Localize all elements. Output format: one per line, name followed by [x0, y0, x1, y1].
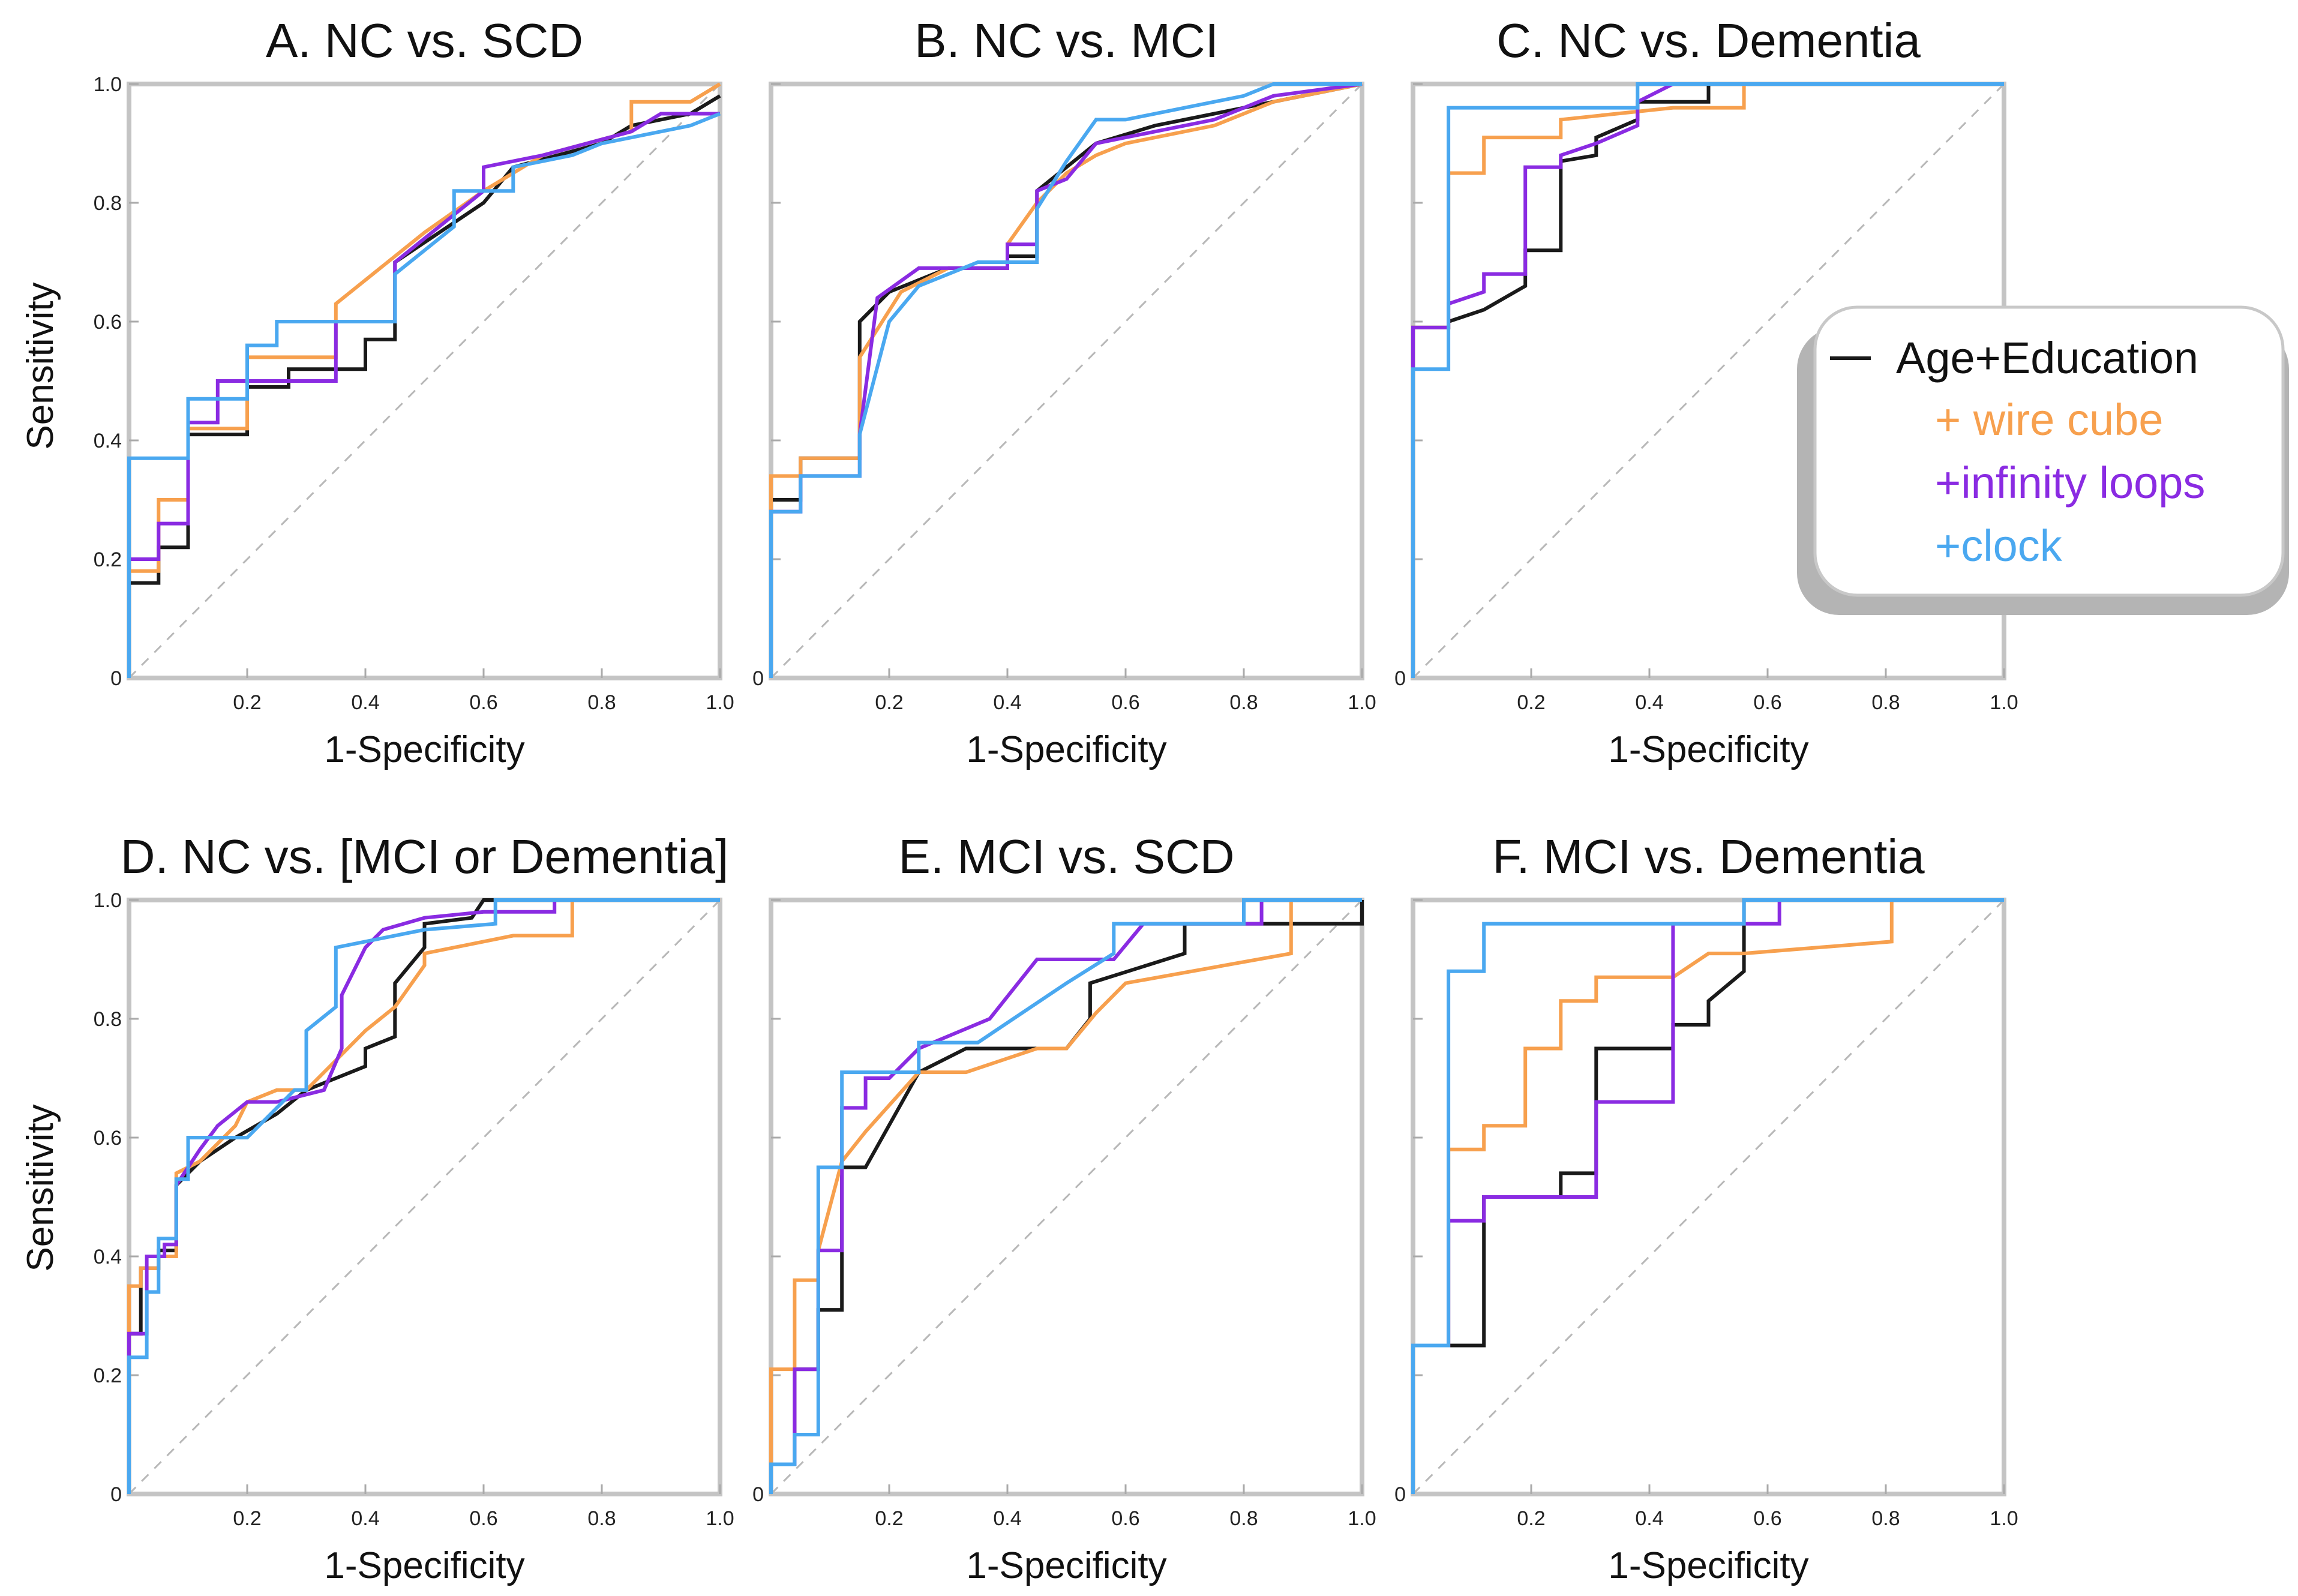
panel-c-x-tick-label: 0.2	[1517, 691, 1545, 714]
panel-b-title: B. NC vs. MCI	[914, 14, 1219, 67]
panel-b-x-tick-label: 0.6	[1111, 691, 1139, 714]
panel-d-x-axis-label: 1-Specificity	[324, 1545, 524, 1586]
panel-f-x-tick-label: 0.2	[1517, 1507, 1545, 1530]
roc-panels: A. NC vs. SCD 0.2 0.2 0.4 0.4 0.6 0.6 0.8 0.8 1.0…	[94, 14, 2018, 1586]
panel-c-roc-line-clock	[1411, 82, 2004, 678]
panel-b-reference-diagonal	[770, 83, 1363, 679]
panel-b-frame	[769, 82, 1364, 680]
legend-label-age-education: Age+Education	[1896, 333, 2198, 383]
legend-label-wire-cube: + wire cube	[1935, 395, 2163, 445]
panel-a-reference-diagonal	[128, 83, 721, 679]
panel-d-roc-line-clock	[127, 898, 720, 1494]
panel-d-x-tick-label: 0.6	[469, 1507, 497, 1530]
panel-a-x-tick-label: 0.8	[587, 691, 616, 714]
panel-f-x-tick-label: 0.8	[1871, 1507, 1900, 1530]
panel-f-roc-line-clock	[1411, 898, 2004, 1494]
panel-a-y-tick-label: 0.2	[94, 548, 122, 571]
legend: Age+Education + wire cube +infinity loop…	[1797, 305, 2289, 615]
panel-d-x-tick-label: 1.0	[706, 1507, 734, 1530]
panel-b-x-tick-label: 1.0	[1348, 691, 1376, 714]
panel-e: E. MCI vs. SCD 0.2 0.4 0.6 0.8 1.0 0 1-Specific…	[752, 830, 1376, 1586]
panel-f-reference-diagonal	[1412, 899, 2005, 1495]
panel-e-x-tick-label: 0.2	[875, 1507, 903, 1530]
panel-a-y-tick-label: 0.6	[94, 311, 122, 334]
y-axis-label-top: Sensitivity	[20, 282, 61, 449]
panel-f: F. MCI vs. Dementia 0.2 0.4 0.6 0.8 1.0 0 1-Spe…	[1394, 830, 2018, 1586]
panel-a-x-tick-label: 0.2	[233, 691, 261, 714]
panel-e-origin-label: 0	[752, 1483, 764, 1506]
panel-d-reference-diagonal	[128, 899, 721, 1495]
panel-e-reference-diagonal	[770, 899, 1363, 1495]
panel-f-title: F. MCI vs. Dementia	[1492, 830, 1925, 883]
panel-d-y-tick-label: 1.0	[94, 889, 122, 912]
panel-a-roc-line-clock	[127, 112, 721, 678]
panel-a-y-tick-label: 0.4	[94, 430, 122, 452]
panel-b-x-tick-label: 0.4	[993, 691, 1021, 714]
legend-box	[1813, 305, 2285, 597]
panel-d-roc-line-infinity-loops	[127, 898, 720, 1494]
panel-c-reference-diagonal	[1412, 83, 2005, 679]
panel-b-x-tick-label: 0.8	[1229, 691, 1258, 714]
panel-d-y-tick-label: 0.8	[94, 1008, 122, 1031]
panel-c-x-tick-label: 0.4	[1635, 691, 1663, 714]
panel-f-x-tick-label: 0.4	[1635, 1507, 1663, 1530]
panel-c: C. NC vs. Dementia 0.2 0.4 0.6 0.8 1.0 0 1-Spec…	[1394, 14, 2018, 770]
panel-f-x-tick-label: 1.0	[1990, 1507, 2018, 1530]
panel-d-x-tick-label: 0.8	[587, 1507, 616, 1530]
panel-d-x-tick-label: 0.2	[233, 1507, 261, 1530]
panel-f-x-axis-label: 1-Specificity	[1608, 1545, 1808, 1586]
panel-e-title: E. MCI vs. SCD	[898, 830, 1234, 883]
panel-b: B. NC vs. MCI 0.2 0.4 0.6 0.8 1.0 0 1-Specifici…	[752, 14, 1376, 770]
panel-e-x-tick-label: 1.0	[1348, 1507, 1376, 1530]
panel-e-x-tick-label: 0.4	[993, 1507, 1021, 1530]
panel-e-frame	[769, 898, 1364, 1496]
panel-a-x-axis-label: 1-Specificity	[324, 729, 524, 770]
panel-c-x-tick-label: 1.0	[1990, 691, 2018, 714]
panel-d-frame	[127, 898, 722, 1496]
panel-d: D. NC vs. [MCI or Dementia] 0.2 0.2 0.4 0.4 0…	[94, 830, 734, 1586]
panel-f-x-tick-label: 0.6	[1753, 1507, 1781, 1530]
panel-a-roc-line-age-education	[127, 94, 721, 678]
panel-e-x-tick-label: 0.8	[1229, 1507, 1258, 1530]
panel-e-roc-line-clock	[769, 898, 1362, 1494]
panel-c-x-tick-label: 0.6	[1753, 691, 1781, 714]
panel-c-title: C. NC vs. Dementia	[1496, 14, 1921, 67]
panel-c-x-axis-label: 1-Specificity	[1608, 729, 1808, 770]
panel-c-x-tick-label: 0.8	[1871, 691, 1900, 714]
panel-d-title: D. NC vs. [MCI or Dementia]	[121, 830, 729, 883]
y-axis-label-bottom: Sensitivity	[20, 1104, 61, 1271]
panel-a-y-tick-label: 1.0	[94, 73, 122, 96]
panel-a-origin-label: 0	[110, 667, 122, 690]
panel-d-x-tick-label: 0.4	[351, 1507, 379, 1530]
panel-a-frame	[127, 82, 722, 680]
panel-b-x-tick-label: 0.2	[875, 691, 903, 714]
panel-d-y-tick-label: 0.6	[94, 1127, 122, 1150]
panel-b-roc-line-clock	[769, 82, 1362, 678]
legend-label-infinity-loops: +infinity loops	[1935, 458, 2205, 508]
panel-d-y-tick-label: 0.2	[94, 1364, 122, 1387]
panel-d-origin-label: 0	[110, 1483, 122, 1506]
panel-a-title: A. NC vs. SCD	[266, 14, 583, 67]
panel-a: A. NC vs. SCD 0.2 0.2 0.4 0.4 0.6 0.6 0.8 0.8 1.0…	[94, 14, 734, 770]
panel-f-frame	[1411, 898, 2006, 1496]
panel-a-x-tick-label: 1.0	[706, 691, 734, 714]
panel-e-x-tick-label: 0.6	[1111, 1507, 1139, 1530]
panel-a-y-tick-label: 0.8	[94, 192, 122, 215]
legend-label-clock: +clock	[1935, 521, 2063, 571]
panel-e-x-axis-label: 1-Specificity	[966, 1545, 1166, 1586]
panel-a-x-tick-label: 0.4	[351, 691, 379, 714]
panel-a-roc-line-infinity-loops	[127, 112, 720, 678]
panel-b-origin-label: 0	[752, 667, 764, 690]
panel-b-x-axis-label: 1-Specificity	[966, 729, 1166, 770]
panel-c-origin-label: 0	[1394, 667, 1406, 690]
panel-f-origin-label: 0	[1394, 1483, 1406, 1506]
panel-d-y-tick-label: 0.4	[94, 1246, 122, 1268]
panel-a-x-tick-label: 0.6	[469, 691, 497, 714]
panel-d-roc-line-wire-cube	[127, 898, 720, 1494]
